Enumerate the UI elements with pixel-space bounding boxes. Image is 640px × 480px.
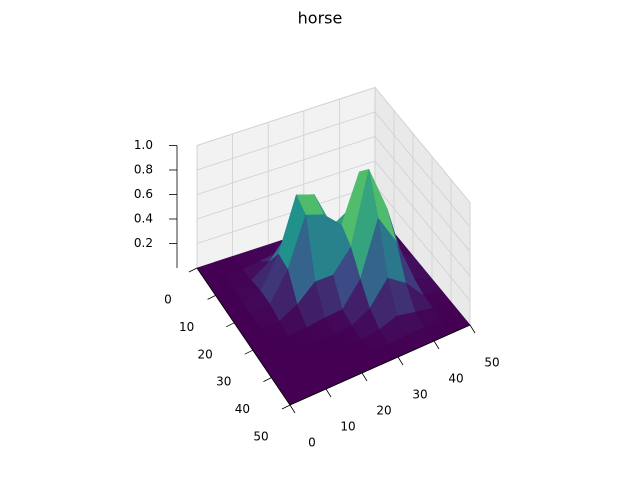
x-tick-label: 10 [340, 420, 355, 434]
x-tick [325, 388, 332, 398]
grid-line [196, 87, 376, 146]
y-tick-label: 50 [253, 430, 268, 444]
z-tick-label: 0.4 [134, 212, 153, 226]
x-tick-label: 40 [448, 372, 463, 386]
z-tick-label: 0.8 [134, 163, 153, 177]
x-tick [469, 324, 476, 334]
x-tick-label: 30 [412, 388, 427, 402]
z-tick-label: 0.6 [134, 187, 153, 201]
y-tick-label: 30 [216, 375, 231, 389]
x-tick [289, 404, 296, 414]
y-tick [263, 377, 272, 382]
x-tick [433, 340, 440, 350]
y-tick [281, 404, 291, 410]
x-tick [361, 372, 368, 382]
grid-line [196, 136, 376, 195]
z-tick-label: 0.2 [134, 236, 153, 250]
grid-line [196, 185, 376, 244]
grid-line [374, 111, 471, 228]
x-tick-label: 20 [376, 404, 391, 418]
grid-line [374, 160, 471, 277]
x-tick [397, 356, 404, 366]
x-tick-label: 50 [484, 356, 499, 370]
y-tick-label: 20 [198, 347, 213, 361]
y-tick-label: 0 [164, 293, 172, 307]
grid-line [374, 185, 471, 301]
grid-line [374, 136, 471, 252]
y-axis [196, 267, 291, 406]
grid-line [196, 111, 376, 171]
chart-title: horse [298, 9, 343, 28]
y-tick [207, 295, 216, 300]
y-tick [188, 267, 198, 273]
grid-line [196, 160, 376, 220]
y-tick [244, 349, 253, 355]
x-tick-label: 0 [308, 436, 316, 450]
z-tick-label: 1.0 [134, 138, 153, 152]
y-tick-label: 10 [179, 320, 194, 334]
grid-line [374, 87, 471, 203]
y-tick [226, 322, 235, 328]
y-tick-label: 40 [235, 402, 250, 416]
x-axis [289, 324, 471, 406]
